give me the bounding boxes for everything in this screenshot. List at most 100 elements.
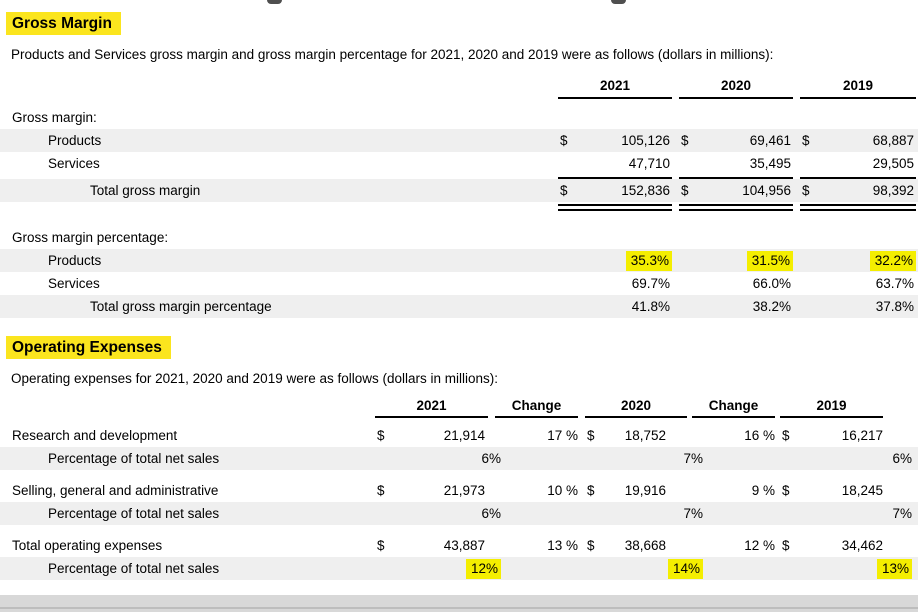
value-cell: 63.7% [800,276,916,291]
value: 66.0% [752,276,791,291]
value: 21,973 [443,483,485,498]
window-bottom-edge [0,595,918,612]
value-cell: $ 104,956 [679,183,793,198]
value-cell: $ 18,245 [780,483,883,498]
currency-symbol: $ [782,483,790,498]
currency-symbol: $ [377,483,385,498]
change-cell: 12 % [692,538,775,553]
currency-symbol: $ [681,183,689,198]
row-label: Services [48,156,100,171]
currency-symbol: $ [587,428,595,443]
currency-symbol: $ [802,183,810,198]
change-cell: 9 % [692,483,775,498]
value: 21,914 [443,428,485,443]
pct-cell: 7% [501,506,703,521]
rule-line [800,177,916,179]
rule-spacer [0,177,551,179]
rule-line [558,177,672,179]
cutoff-text-fragment [267,0,282,4]
value-cell: $ 16,217 [780,428,883,443]
operating-expenses-table-header: 2021 Change 2020 Change 2019 [0,396,918,418]
value-cell: $ 19,916 [585,483,687,498]
change-column-header: Change [495,398,578,418]
gross-margin-intro-text: Products and Services gross margin and g… [11,47,774,62]
row-label: Products [48,133,102,148]
table-row: Products 35.3% 31.5% 32.2% [0,249,918,272]
row-label: Services [48,276,100,291]
highlighted-value: 13% [876,558,912,579]
value: 69,461 [749,133,791,148]
gross-margin-table: Gross margin: Products $ 105,126 $ 69,46… [0,106,918,211]
table-row: Services 47,710 35,495 29,505 [0,152,918,175]
cutoff-text-fragment [611,0,626,4]
value: 47,710 [628,156,670,171]
table-row: Gross margin: [0,106,918,129]
table-row: Percentage of total net sales 6% 7% 6% [0,447,918,470]
currency-symbol: $ [587,483,595,498]
value-cell: $ 69,461 [679,133,793,148]
year-column-header: 2019 [780,398,883,418]
value-cell: $ 34,462 [780,538,883,553]
value-cell: 66.0% [679,276,793,291]
highlighted-value: 31.5% [746,250,793,271]
currency-symbol: $ [377,538,385,553]
value: 10 % [547,483,578,498]
value: 69.7% [631,276,670,291]
value-cell: $ 18,752 [585,428,687,443]
value: 105,126 [621,133,670,148]
year-column-header: 2021 [558,78,672,99]
currency-symbol: $ [560,183,568,198]
value: 38,668 [624,538,666,553]
value: 152,836 [621,183,670,198]
value-cell: 47,710 [558,156,672,171]
operating-expenses-intro-text: Operating expenses for 2021, 2020 and 20… [11,371,499,386]
value: 18,752 [624,428,666,443]
currency-symbol: $ [377,428,385,443]
year-column-header: 2020 [585,398,687,418]
year-column-header: 2020 [679,78,793,99]
value: 68,887 [872,133,914,148]
change-cell: 13 % [495,538,578,553]
section-row-label: Gross margin percentage: [12,230,169,245]
highlighted-value: 12% [465,558,501,579]
year-column-header: 2019 [800,78,916,99]
year-column-header: 2021 [375,398,488,418]
row-label: Percentage of total net sales [48,451,220,466]
value: 12 % [744,538,775,553]
value-cell: 29,505 [800,156,916,171]
value: 43,887 [443,538,485,553]
value: 38.2% [752,299,791,314]
value: 7% [892,506,912,521]
table-row: Services 69.7% 66.0% 63.7% [0,272,918,295]
double-rule [0,204,918,211]
change-column-header: Change [692,398,775,418]
value: 7% [683,451,703,466]
section-heading-gross-margin: Gross Margin [6,12,121,35]
highlighted-value: 14% [667,558,703,579]
expense-group: Research and development $ 21,914 17 % $… [0,424,918,470]
currency-symbol: $ [802,133,810,148]
value: 9 % [751,483,775,498]
pct-cell: 6% [381,451,501,466]
value: 16 % [744,428,775,443]
pct-cell: 13% [703,558,912,579]
expense-group: Selling, general and administrative $ 21… [0,479,918,525]
currency-symbol: $ [782,428,790,443]
value-cell: $ 21,973 [375,483,488,498]
change-cell: 16 % [692,428,775,443]
value: 7% [683,506,703,521]
table-row: Selling, general and administrative $ 21… [0,479,918,502]
single-rule [0,177,918,179]
value-cell: $ 98,392 [800,183,916,198]
pct-cell: 7% [703,506,912,521]
value: 19,916 [624,483,666,498]
value-cell: 32.2% [800,250,916,271]
pct-cell: 12% [381,558,501,579]
value: 63.7% [875,276,914,291]
value: 98,392 [872,183,914,198]
value: 16,217 [841,428,883,443]
row-label: Selling, general and administrative [12,483,219,498]
row-label: Percentage of total net sales [48,561,220,576]
currency-symbol: $ [681,133,689,148]
